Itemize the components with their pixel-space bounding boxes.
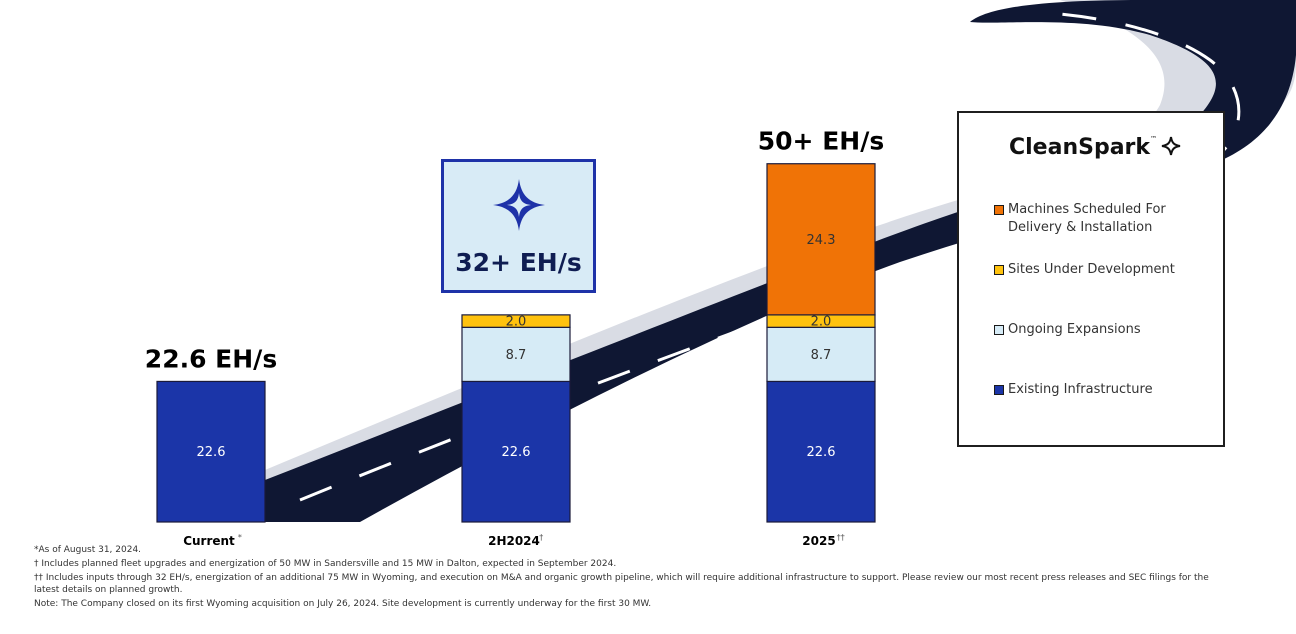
brand-name: CleanSpark [1009, 135, 1151, 160]
data-label: 22.6 [197, 445, 226, 460]
bar-segment [766, 326, 876, 383]
data-label: 24.3 [807, 233, 836, 248]
legend-swatch [994, 265, 1004, 275]
data-label: 22.6 [502, 445, 531, 460]
data-label: 2.0 [811, 315, 832, 330]
footnote: *As of August 31, 2024. [34, 545, 142, 555]
legend: CleanSpark™ Machines Scheduled For Deliv… [957, 111, 1225, 447]
brand-logo: CleanSpark™ [1009, 135, 1181, 160]
bar-segment [461, 380, 571, 523]
legend-label: Ongoing Expansions [1008, 322, 1141, 337]
labels-layer: 22.6 22.6 EH/s Current * 22.6 8.7 2.0 2H2024 † 22… [145, 127, 884, 548]
bar-segment [766, 380, 876, 523]
legend-label: Sites Under Development [1008, 262, 1175, 277]
legend-item-expansions: Ongoing Expansions [994, 321, 1217, 339]
bar-segment [766, 163, 876, 316]
category-label: 2H2024 [488, 534, 540, 548]
bar-total: 22.6 EH/s [145, 344, 277, 373]
footnote: Note: The Company closed on its first Wy… [34, 599, 652, 609]
bar-total: 50+ EH/s [758, 127, 884, 156]
bar-segment [461, 314, 571, 328]
callout-box: 32+ EH/s [441, 159, 596, 293]
bars-layer [156, 163, 876, 523]
data-label: 8.7 [811, 348, 832, 363]
category-footnote-mark: * [238, 533, 242, 542]
data-label: 8.7 [506, 348, 527, 363]
brand-tm: ™ [1150, 135, 1158, 143]
footnote: † Includes planned fleet upgrades and en… [34, 559, 617, 569]
bar-segment [156, 380, 266, 523]
brand-star-icon [1161, 136, 1181, 156]
category-label: 2025 [802, 534, 835, 548]
category-label: Current [183, 534, 235, 548]
legend-item-machines: Machines Scheduled For Delivery & Instal… [994, 201, 1217, 237]
legend-swatch [994, 325, 1004, 335]
legend-swatch [994, 205, 1004, 215]
data-label: 22.6 [807, 445, 836, 460]
legend-label: Machines Scheduled For Delivery & Instal… [1008, 202, 1166, 235]
legend-label: Existing Infrastructure [1008, 382, 1153, 397]
category-footnote-mark: † [539, 533, 543, 542]
bar-segment [461, 326, 571, 383]
footnotes: *As of August 31, 2024. † Includes plann… [34, 544, 1224, 612]
legend-swatch [994, 385, 1004, 395]
legend-item-sites: Sites Under Development [994, 261, 1217, 279]
category-footnote-mark: †† [837, 533, 845, 542]
legend-item-existing: Existing Infrastructure [994, 381, 1217, 399]
data-label: 2.0 [506, 315, 527, 330]
star-icon [493, 179, 545, 231]
footnote: †† Includes inputs through 32 EH/s, ener… [34, 573, 1209, 595]
callout-value: 32+ EH/s [455, 248, 582, 277]
